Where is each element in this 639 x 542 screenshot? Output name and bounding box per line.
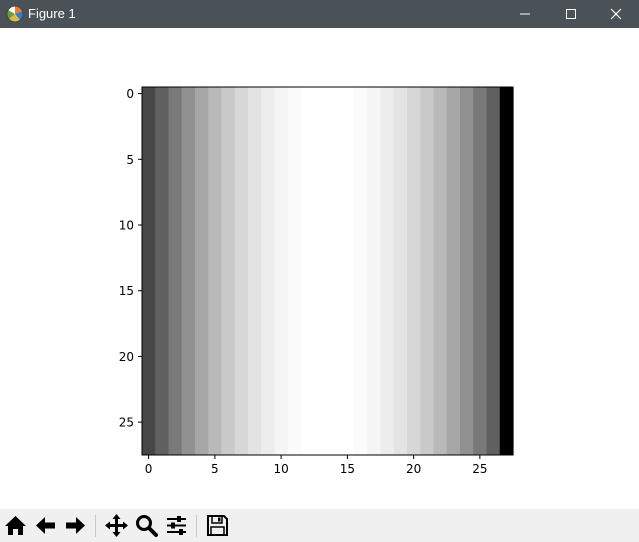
heatmap-column-2 — [168, 87, 183, 455]
y-tick-label: 20 — [119, 350, 134, 364]
back-arrow-icon — [36, 517, 55, 534]
heatmap-column-19 — [393, 87, 408, 455]
y-tick-label: 25 — [119, 416, 134, 430]
pan-button[interactable] — [103, 512, 130, 539]
pan-move-icon — [105, 514, 128, 537]
window-title: Figure 1 — [28, 6, 76, 21]
x-tick-label: 20 — [406, 462, 421, 476]
heatmap-column-4 — [195, 87, 209, 455]
x-tick-label: 15 — [340, 462, 355, 476]
heatmap-column-15 — [340, 87, 355, 455]
heatmap-plot: 0 5 10 15 20 25 0 5 10 15 20 25 — [119, 86, 514, 476]
heatmap-column-14 — [327, 87, 342, 455]
heatmap-column-17 — [367, 87, 382, 455]
figure-canvas[interactable]: 0 5 10 15 20 25 0 5 10 15 20 25 — [0, 28, 639, 509]
y-tick-label: 0 — [126, 87, 134, 101]
x-axis: 0 5 10 15 20 25 — [145, 455, 488, 476]
configure-subplots-button[interactable] — [163, 512, 190, 539]
save-floppy-icon — [207, 515, 228, 536]
heatmap-column-23 — [446, 87, 461, 455]
forward-arrow-icon — [66, 517, 85, 534]
heatmap-column-24 — [460, 87, 474, 455]
zoom-button[interactable] — [133, 512, 160, 539]
maximize-icon — [566, 9, 576, 19]
toolbar-separator — [196, 515, 197, 537]
heatmap-column-1 — [155, 87, 170, 455]
heatmap-column-16 — [354, 87, 368, 455]
toolbar-separator — [95, 515, 96, 537]
x-tick-label: 5 — [211, 462, 219, 476]
x-tick-label: 25 — [472, 462, 487, 476]
heatmap-column-10 — [274, 87, 289, 455]
heatmap-column-8 — [248, 87, 262, 455]
zoom-magnifier-icon — [136, 515, 158, 537]
y-tick-label: 15 — [119, 284, 134, 298]
heatmap-column-21 — [420, 87, 435, 455]
x-tick-label: 0 — [145, 462, 153, 476]
title-bar: Figure 1 — [0, 0, 639, 28]
axes-frame — [141, 86, 514, 456]
heatmap-column-5 — [208, 87, 223, 455]
heatmap-column-9 — [261, 87, 276, 455]
x-tick-label: 10 — [273, 462, 288, 476]
home-icon — [5, 516, 26, 535]
heatmap-column-22 — [433, 87, 448, 455]
heatmap-column-25 — [473, 87, 488, 455]
minimize-icon — [520, 13, 530, 15]
heatmap-column-3 — [181, 87, 196, 455]
heatmap-column-26 — [486, 87, 501, 455]
heatmap-column-7 — [234, 87, 249, 455]
y-axis: 0 5 10 15 20 25 — [119, 87, 142, 430]
maximize-button[interactable] — [548, 0, 594, 28]
save-button[interactable] — [204, 512, 231, 539]
navigation-toolbar — [0, 509, 639, 542]
minimize-button[interactable] — [502, 0, 548, 28]
heatmap-column-11 — [287, 87, 302, 455]
matplotlib-app-icon — [6, 5, 24, 23]
heatmap-column-13 — [314, 87, 329, 455]
y-tick-label: 10 — [119, 219, 134, 233]
heatmap-cells — [142, 87, 514, 455]
close-icon — [610, 8, 622, 20]
y-tick-label: 5 — [126, 153, 134, 167]
heatmap-column-6 — [221, 87, 236, 455]
configure-subplots-icon — [167, 516, 186, 535]
heatmap-column-18 — [380, 87, 395, 455]
home-button[interactable] — [2, 512, 29, 539]
heatmap-column-12 — [301, 87, 315, 455]
heatmap-column-27 — [499, 87, 514, 455]
heatmap-column-0 — [142, 87, 156, 455]
forward-button[interactable] — [62, 512, 89, 539]
back-button[interactable] — [32, 512, 59, 539]
close-button[interactable] — [593, 0, 639, 28]
heatmap-column-20 — [407, 87, 421, 455]
